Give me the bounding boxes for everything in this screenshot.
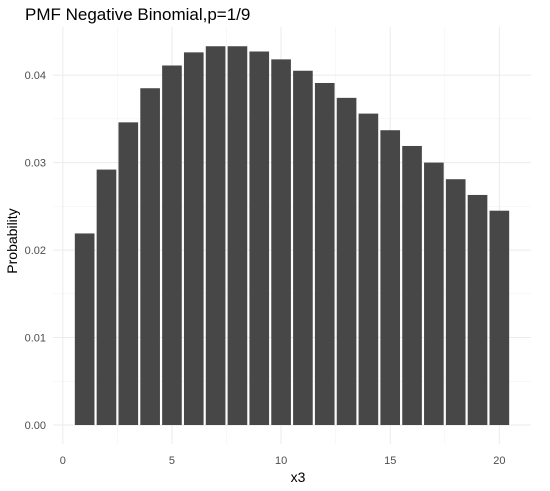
bar <box>293 70 313 426</box>
bars <box>74 46 510 426</box>
y-tick-label: 0.03 <box>25 158 46 170</box>
bar <box>140 88 160 426</box>
bar <box>445 179 466 426</box>
bar <box>74 233 95 426</box>
y-tick-label: 0.00 <box>25 420 46 432</box>
bar <box>183 52 204 426</box>
y-tick-label: 0.02 <box>25 245 46 257</box>
x-tick-label: 15 <box>384 455 396 467</box>
x-tick-label: 5 <box>169 455 175 467</box>
bar <box>162 65 182 426</box>
y-tick-label: 0.01 <box>25 333 46 345</box>
y-tick-label: 0.04 <box>25 70 46 82</box>
bar <box>489 210 510 426</box>
x-tick-label: 0 <box>60 455 66 467</box>
y-axis-label: Probability <box>4 208 20 273</box>
bar <box>118 122 139 426</box>
bar <box>227 46 248 426</box>
x-tick-label: 20 <box>493 455 505 467</box>
chart-title: PMF Negative Binomial,p=1/9 <box>25 5 250 24</box>
bar <box>271 59 291 426</box>
bar <box>314 82 335 426</box>
x-tick-label: 10 <box>275 455 287 467</box>
bar <box>205 46 226 426</box>
bar <box>467 194 488 426</box>
bar <box>249 51 270 426</box>
x-axis-ticks: 0 5 10 15 20 <box>60 455 506 467</box>
x-axis-label: x3 <box>291 469 306 485</box>
bar <box>424 162 444 426</box>
bar <box>96 169 117 426</box>
y-axis-ticks: 0.00 0.01 0.02 0.03 0.04 <box>25 70 46 432</box>
bar <box>336 97 357 426</box>
bar <box>402 145 422 426</box>
bar <box>358 113 379 426</box>
bar <box>380 130 401 426</box>
